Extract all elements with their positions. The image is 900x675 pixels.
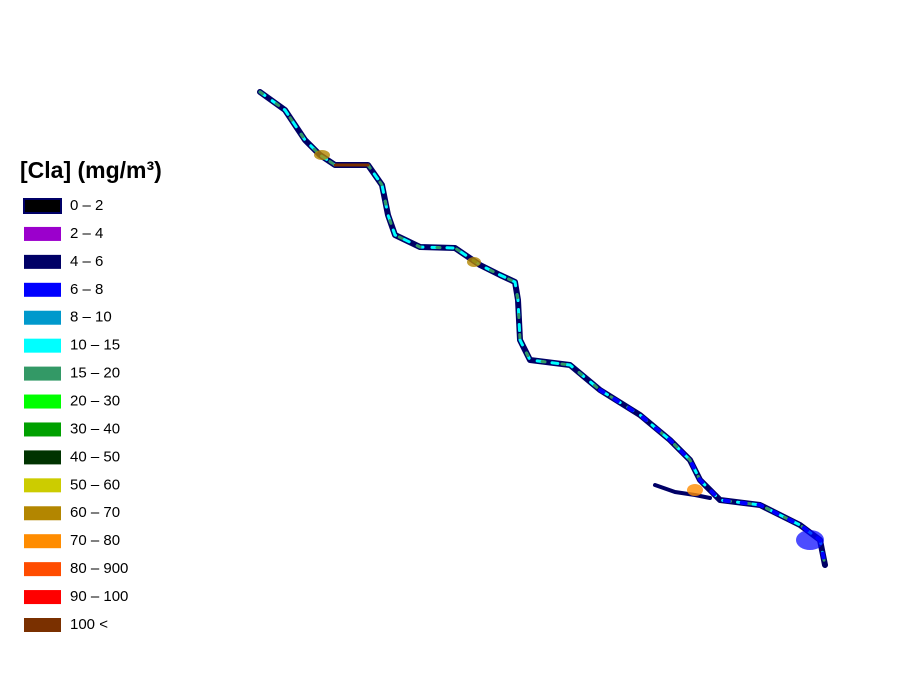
- legend-title: [Cla] (mg/m³): [20, 157, 162, 183]
- bloom: [687, 484, 703, 496]
- legend-swatch: [24, 310, 61, 325]
- legend-label: 90 – 100: [70, 588, 128, 605]
- legend-label: 70 – 80: [70, 532, 120, 549]
- lake: [796, 530, 824, 550]
- legend-label: 20 – 30: [70, 393, 120, 410]
- river-base: [257, 89, 828, 568]
- bloom: [467, 257, 481, 267]
- legend-swatch: [24, 478, 61, 493]
- legend-swatch: [24, 534, 61, 549]
- legend-swatch: [24, 338, 61, 353]
- legend-label: 40 – 50: [70, 448, 120, 465]
- bloom: [314, 150, 330, 160]
- legend-swatch: [24, 394, 61, 409]
- legend-swatch: [24, 562, 61, 577]
- river-branch: [653, 483, 712, 500]
- legend-label: 50 – 60: [70, 476, 120, 493]
- legend-label: 60 – 70: [70, 504, 120, 521]
- legend-swatch: [24, 450, 61, 465]
- legend: 0 – 2 2 – 4 4 – 6 6 – 8 8 – 10 10 – 15 15 – 20…: [23, 197, 128, 633]
- legend-label: 10 – 15: [70, 337, 120, 354]
- legend-swatch: [23, 198, 62, 214]
- legend-swatch: [24, 590, 61, 605]
- legend-swatch: [24, 282, 61, 297]
- river: [257, 89, 828, 568]
- river-blue: [598, 388, 827, 567]
- legend-label: 8 – 10: [70, 309, 112, 326]
- legend-label: 15 – 20: [70, 365, 120, 382]
- legend-swatch: [24, 226, 61, 241]
- legend-label: 100 <: [70, 616, 108, 633]
- legend-label: 80 – 900: [70, 560, 128, 577]
- legend-label: 2 – 4: [70, 225, 103, 242]
- legend-label: 6 – 8: [70, 281, 103, 298]
- legend-swatch: [24, 366, 61, 381]
- legend-swatch: [24, 618, 61, 632]
- legend-swatch: [24, 254, 61, 269]
- legend-swatch: [24, 506, 61, 521]
- legend-label: 4 – 6: [70, 253, 103, 270]
- legend-label: 0 – 2: [70, 197, 103, 214]
- legend-label: 30 – 40: [70, 420, 120, 437]
- legend-swatch: [24, 422, 61, 437]
